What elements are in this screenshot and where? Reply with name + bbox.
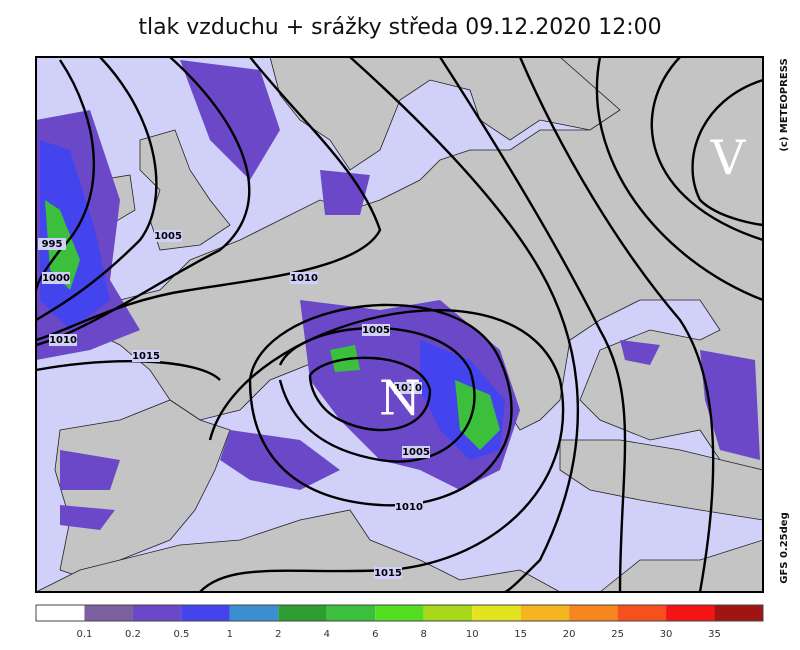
legend: 0.1 0.2 0.5 1 2 4 6 8 10 15 20 25 30 35 <box>35 604 764 640</box>
isobar-label: 1010 <box>49 335 77 346</box>
legend-swatch <box>569 605 618 621</box>
legend-swatch <box>666 605 715 621</box>
legend-label: 35 <box>708 629 721 640</box>
legend-frame <box>35 604 764 622</box>
isobars <box>34 56 764 594</box>
isobar-label: 1015 <box>132 351 160 362</box>
legend-swatch <box>423 605 473 621</box>
legend-swatch <box>326 605 376 621</box>
legend-label: 25 <box>611 629 624 640</box>
isobar-labels: 995 1005 1000 1010 1010 1015 1005 1010 1005 1010 1… <box>38 230 430 579</box>
legend-label: 10 <box>466 629 479 640</box>
legend-label: 15 <box>514 629 527 640</box>
title: tlak vzduchu + srážky středa 09.12.2020 … <box>138 15 661 40</box>
legend-label: 30 <box>660 629 673 640</box>
legend-label: 0.1 <box>77 629 93 640</box>
isobar-label-bg <box>394 382 422 394</box>
legend-swatch <box>181 605 230 621</box>
legend-swatch <box>36 605 85 621</box>
legend-label: 6 <box>372 629 378 640</box>
isobar-label-bg <box>49 334 77 346</box>
land <box>35 509 561 593</box>
legend-swatch <box>278 605 327 621</box>
isobar-label-bg <box>132 350 160 362</box>
legend-label: 2 <box>275 629 281 640</box>
legend-swatch <box>229 605 279 621</box>
legend-swatch <box>375 605 424 621</box>
legend-label: 4 <box>324 629 330 640</box>
isobar-label-bg <box>395 501 423 513</box>
legend-label: 0.2 <box>125 629 141 640</box>
legend-swatch <box>132 605 182 621</box>
isobar-label-bg <box>38 238 66 250</box>
isobar-label: 1015 <box>374 568 402 579</box>
credit: (c) METEOPRESS <box>779 58 790 151</box>
isobar-label-bg <box>362 324 390 336</box>
isobar-label: 1010 <box>394 383 422 394</box>
isobar-label: 1010 <box>395 502 423 513</box>
isobar-label-bg <box>402 446 430 458</box>
isobar-label-bg <box>290 272 318 284</box>
legend-label: 8 <box>421 629 427 640</box>
legend-swatch <box>84 605 133 621</box>
map-frame <box>35 56 764 593</box>
isobar-label: 1010 <box>290 273 318 284</box>
isobar-label: 1005 <box>402 447 430 458</box>
legend-swatch <box>617 605 667 621</box>
isobar-label-bg <box>374 567 402 579</box>
land <box>139 129 231 251</box>
legend-label: 0.5 <box>173 629 189 640</box>
model-label: GFS 0.25deg <box>779 512 790 584</box>
land <box>54 399 231 581</box>
pressure-high: V <box>710 131 747 187</box>
isobar-label: 995 <box>42 239 63 250</box>
pressure-low: N <box>379 371 421 427</box>
legend-swatch <box>714 605 763 621</box>
isobar-label-bg <box>42 272 70 284</box>
isobar-label: 1005 <box>154 231 182 242</box>
isobar-label-bg <box>154 230 182 242</box>
map: 995 1005 1000 1010 1010 1015 1005 1010 1005 1010 1… <box>34 56 764 594</box>
precipitation <box>36 60 760 530</box>
legend-label: 1 <box>227 629 233 640</box>
legend-label: 20 <box>563 629 576 640</box>
legend-swatch <box>520 605 570 621</box>
isobar-label: 1005 <box>362 325 390 336</box>
isobar-label: 1000 <box>42 273 70 284</box>
legend-swatch <box>472 605 521 621</box>
